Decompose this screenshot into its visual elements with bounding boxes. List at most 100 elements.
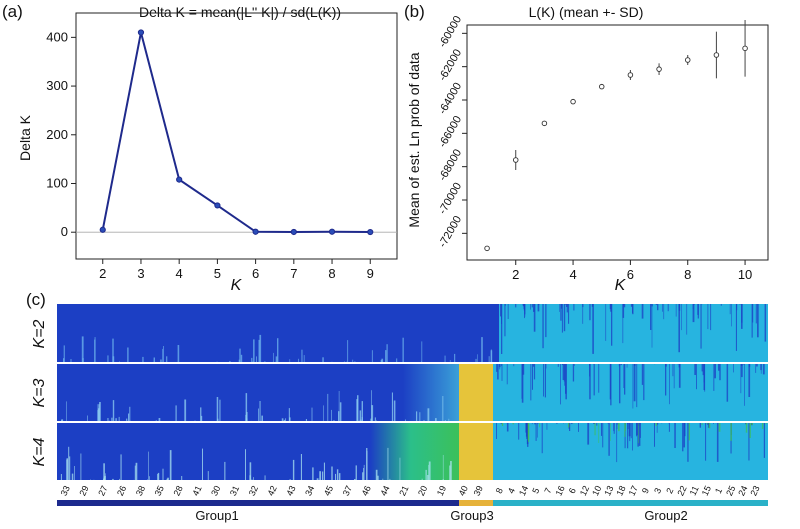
admixture-streak: [765, 304, 767, 342]
admixture-streak: [387, 344, 388, 362]
admixture-streak: [694, 304, 695, 305]
admixture-streak: [66, 401, 67, 421]
admixture-streak: [250, 462, 252, 480]
k3-cluster-yellow-block: [459, 364, 493, 421]
admixture-streak: [71, 359, 72, 362]
admixture-streak: [339, 473, 341, 480]
admixture-streak: [105, 473, 106, 480]
admixture-streak: [741, 364, 743, 377]
admixture-streak: [301, 350, 302, 362]
admixture-streak: [601, 423, 602, 436]
individual-label: 23: [748, 484, 761, 497]
a-data-point: [291, 229, 296, 234]
admixture-streak: [256, 356, 257, 362]
individual-label: 18: [614, 484, 627, 497]
admixture-streak: [421, 341, 422, 362]
admixture-streak: [571, 423, 573, 424]
individual-label: 38: [134, 484, 147, 497]
admixture-streak: [566, 304, 568, 307]
admixture-streak: [533, 364, 534, 367]
admixture-streak: [674, 364, 675, 388]
admixture-streak: [537, 423, 538, 438]
admixture-streak: [184, 400, 186, 422]
admixture-streak: [337, 469, 338, 480]
admixture-streak: [416, 411, 417, 421]
admixture-streak: [634, 364, 636, 366]
a-x-tick-label: 8: [328, 266, 335, 281]
panel-b-plot-frame: [467, 25, 768, 260]
admixture-streak: [679, 364, 681, 388]
admixture-streak: [217, 397, 219, 421]
admixture-streak: [756, 304, 757, 323]
admixture-streak: [435, 418, 437, 421]
admixture-streak: [594, 364, 595, 395]
admixture-streak: [312, 408, 313, 421]
individual-label: 34: [303, 484, 316, 497]
admixture-streak: [501, 304, 502, 354]
admixture-streak: [388, 448, 389, 480]
admixture-streak: [638, 423, 639, 443]
admixture-streak: [481, 337, 483, 362]
admixture-streak: [694, 364, 696, 375]
admixture-streak: [61, 474, 62, 480]
individual-label: 28: [172, 484, 185, 497]
admixture-streak: [533, 304, 535, 312]
individual-label: 45: [322, 484, 335, 497]
admixture-streak: [523, 364, 524, 365]
admixture-streak: [167, 478, 169, 480]
admixture-streak: [532, 304, 533, 307]
individual-label: 43: [284, 484, 297, 497]
panel-b-y-ticks: -60000-62000-64000-66000-68000-70000-720…: [437, 14, 467, 250]
admixture-streak: [633, 364, 634, 409]
admixture-streak: [650, 304, 651, 330]
admixture-streak: [538, 304, 539, 305]
admixture-streak: [679, 364, 681, 367]
admixture-streak: [392, 393, 393, 422]
admixture-streak: [543, 364, 544, 397]
a-x-tick-label: 2: [99, 266, 106, 281]
admixture-streak: [372, 350, 373, 362]
admixture-streak: [61, 419, 63, 421]
admixture-streak: [454, 354, 455, 362]
group3-bar: [459, 500, 493, 506]
admixture-streak: [627, 364, 628, 368]
admixture-streak: [682, 423, 683, 451]
admixture-streak: [595, 423, 596, 435]
admixture-streak: [629, 423, 630, 441]
admixture-streak: [499, 364, 500, 369]
admixture-streak: [545, 304, 546, 337]
individual-label: 1: [713, 486, 724, 495]
individual-label: 46: [360, 484, 373, 497]
b-y-tick-label: -68000: [437, 147, 465, 183]
admixture-streak: [592, 304, 594, 354]
admixture-streak: [505, 304, 506, 306]
admixture-streak: [530, 304, 531, 310]
admixture-streak: [702, 364, 703, 371]
panel-a-label: (a): [2, 2, 23, 21]
admixture-streak: [396, 358, 397, 362]
b-data-point: [657, 67, 662, 72]
admixture-streak: [273, 353, 274, 362]
group1-label: Group1: [195, 508, 238, 523]
admixture-streak: [582, 304, 583, 324]
b-data-point: [714, 53, 719, 58]
admixture-streak: [719, 423, 721, 432]
admixture-streak: [621, 364, 622, 365]
admixture-streak: [596, 423, 597, 426]
admixture-streak: [547, 423, 548, 430]
admixture-streak: [757, 304, 759, 337]
admixture-streak: [390, 479, 391, 480]
admixture-streak: [489, 356, 490, 362]
admixture-streak: [166, 356, 167, 362]
admixture-streak: [749, 364, 751, 367]
admixture-streak: [736, 304, 737, 351]
admixture-streak: [381, 359, 383, 362]
admixture-streak: [282, 418, 284, 421]
admixture-streak: [208, 471, 209, 480]
a-x-tick-label: 6: [252, 266, 259, 281]
individual-label: 22: [675, 484, 688, 497]
admixture-streak: [536, 423, 537, 441]
admixture-streak: [558, 364, 559, 367]
